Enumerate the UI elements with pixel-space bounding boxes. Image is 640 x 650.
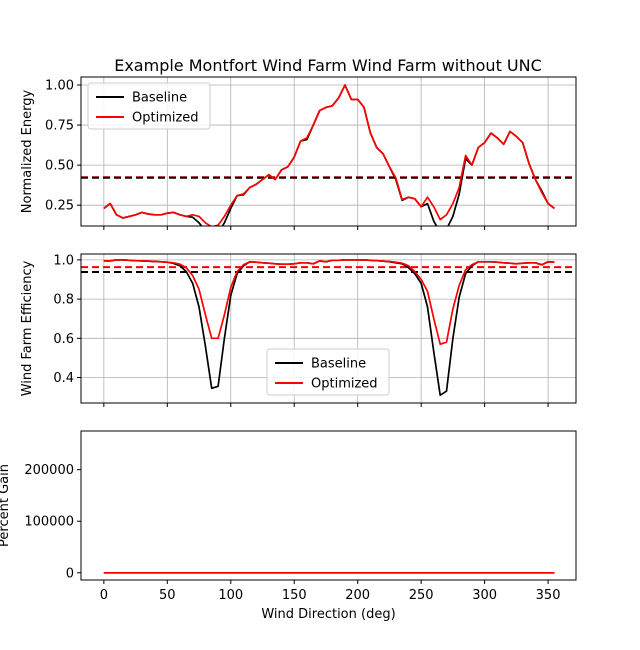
y-axis-label: Wind Farm Efficiency xyxy=(20,260,35,396)
axes-frame xyxy=(80,76,577,227)
plot-area xyxy=(81,84,576,226)
y-tick-label: 1.0 xyxy=(53,253,74,268)
x-tick-label: 0 xyxy=(100,588,108,603)
panel-3: 0 100000 200000 0 50 100 150 200 250 300 350 Wind D… xyxy=(0,430,577,622)
x-tick-label: 300 xyxy=(472,588,497,603)
x-tick-label: 100 xyxy=(218,588,243,603)
x-tick-label: 150 xyxy=(282,588,307,603)
y-axis-label: Normalized Energy xyxy=(20,90,35,214)
legend: Baseline Optimized xyxy=(266,348,390,396)
chart-title: Example Montfort Wind Farm Wind Farm wit… xyxy=(114,56,542,75)
y-tick-label: 0.6 xyxy=(53,332,74,347)
y-tick-label: 1.00 xyxy=(45,79,74,94)
legend-label-optimized: Optimized xyxy=(311,377,378,392)
x-tick-label: 250 xyxy=(409,588,434,603)
plot-area xyxy=(81,259,576,397)
series-line-optimized xyxy=(103,259,555,346)
x-axis-label: Wind Direction (deg) xyxy=(261,607,395,622)
panel-2: 0.4 0.6 0.8 1.0 Wind Farm Efficiency Baseline… xyxy=(20,253,577,407)
axes-frame xyxy=(80,430,577,581)
legend-label-baseline: Baseline xyxy=(132,91,187,106)
y-tick-label: 0.8 xyxy=(53,293,74,308)
series-line-optimized xyxy=(103,84,555,226)
y-tick-label: 0.50 xyxy=(45,159,74,174)
axes-frame xyxy=(80,253,577,404)
y-tick-label: 0.75 xyxy=(45,119,74,134)
x-tick-label: 350 xyxy=(536,588,561,603)
x-tick-label: 200 xyxy=(345,588,370,603)
y-tick-label: 100000 xyxy=(24,515,74,530)
y-axis-label: Percent Gain xyxy=(0,464,12,547)
y-tick-label: 0 xyxy=(66,566,74,581)
panel-1: 0.25 0.50 0.75 1.00 Normalized Energy Baselin… xyxy=(20,76,577,230)
y-tick-label: 200000 xyxy=(24,463,74,478)
legend: Baseline Optimized xyxy=(87,82,211,130)
legend-label-baseline: Baseline xyxy=(311,357,366,372)
y-tick-label: 0.25 xyxy=(45,199,74,214)
legend-label-optimized: Optimized xyxy=(132,111,199,126)
x-tick-label: 50 xyxy=(159,588,176,603)
y-tick-label: 0.4 xyxy=(53,371,74,386)
